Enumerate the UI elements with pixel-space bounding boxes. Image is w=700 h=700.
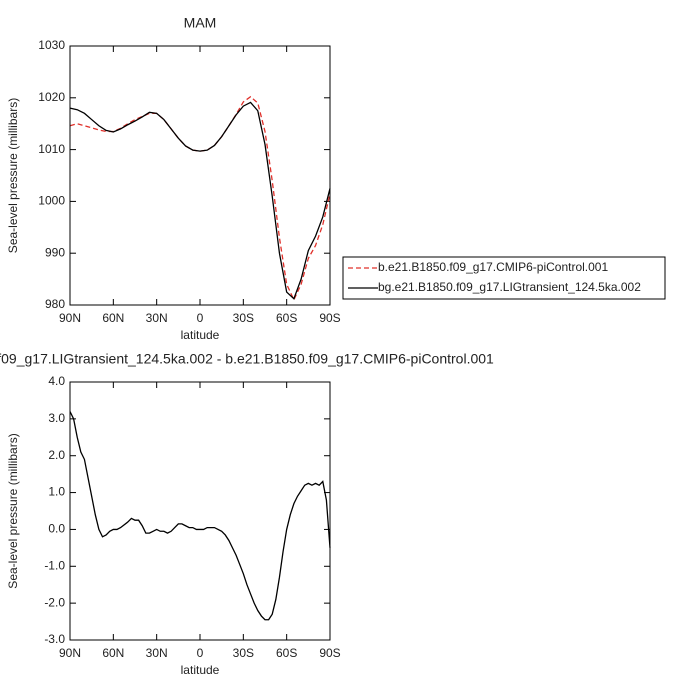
y-tick-label: -3.0 bbox=[44, 632, 65, 646]
x-tick-label: 30N bbox=[146, 311, 168, 325]
x-tick-label: 90S bbox=[319, 646, 340, 660]
x-tick-label: 30S bbox=[233, 311, 254, 325]
chart-title: bg.e21.B1850.f09_g17.LIGtransient_124.5k… bbox=[0, 351, 494, 367]
x-tick-label: 60N bbox=[102, 646, 124, 660]
y-tick-label: 1020 bbox=[38, 90, 65, 104]
plot-frame bbox=[69, 381, 331, 641]
x-tick-label: 60N bbox=[102, 311, 124, 325]
y-tick-label: 980 bbox=[45, 297, 65, 311]
x-axis-label: latitude bbox=[181, 328, 220, 342]
legend-label: b.e21.B1850.f09_g17.CMIP6-piControl.001 bbox=[378, 260, 608, 274]
y-tick-label: 4.0 bbox=[48, 374, 65, 388]
data-line bbox=[69, 411, 331, 621]
y-tick-label: -1.0 bbox=[44, 558, 65, 572]
y-tick-label: 3.0 bbox=[48, 411, 65, 425]
x-tick-label: 0 bbox=[197, 311, 204, 325]
x-tick-label: 60S bbox=[276, 311, 297, 325]
y-tick-label: 990 bbox=[45, 245, 65, 259]
data-line bbox=[69, 95, 331, 302]
chart-title: MAM bbox=[184, 15, 217, 31]
x-tick-label: 90S bbox=[319, 311, 340, 325]
legend-label: bg.e21.B1850.f09_g17.LIGtransient_124.5k… bbox=[378, 280, 641, 294]
x-tick-label: 90N bbox=[59, 646, 81, 660]
data-line bbox=[69, 101, 331, 300]
y-tick-label: 1.0 bbox=[48, 485, 65, 499]
y-tick-label: -2.0 bbox=[44, 595, 65, 609]
y-tick-label: 0.0 bbox=[48, 522, 65, 536]
x-tick-label: 30S bbox=[233, 646, 254, 660]
x-tick-label: 60S bbox=[276, 646, 297, 660]
legend-box bbox=[342, 256, 666, 300]
y-tick-label: 1030 bbox=[38, 38, 65, 52]
x-tick-label: 0 bbox=[197, 646, 204, 660]
plot-frame bbox=[69, 45, 331, 306]
y-tick-label: 1000 bbox=[38, 194, 65, 208]
y-axis-label: Sea-level pressure (millibars) bbox=[6, 98, 20, 253]
x-tick-label: 30N bbox=[146, 646, 168, 660]
y-tick-label: 1010 bbox=[38, 142, 65, 156]
x-axis-label: latitude bbox=[181, 663, 220, 677]
x-tick-label: 90N bbox=[59, 311, 81, 325]
y-axis-label: Sea-level pressure (millibars) bbox=[6, 433, 20, 588]
y-tick-label: 2.0 bbox=[48, 448, 65, 462]
